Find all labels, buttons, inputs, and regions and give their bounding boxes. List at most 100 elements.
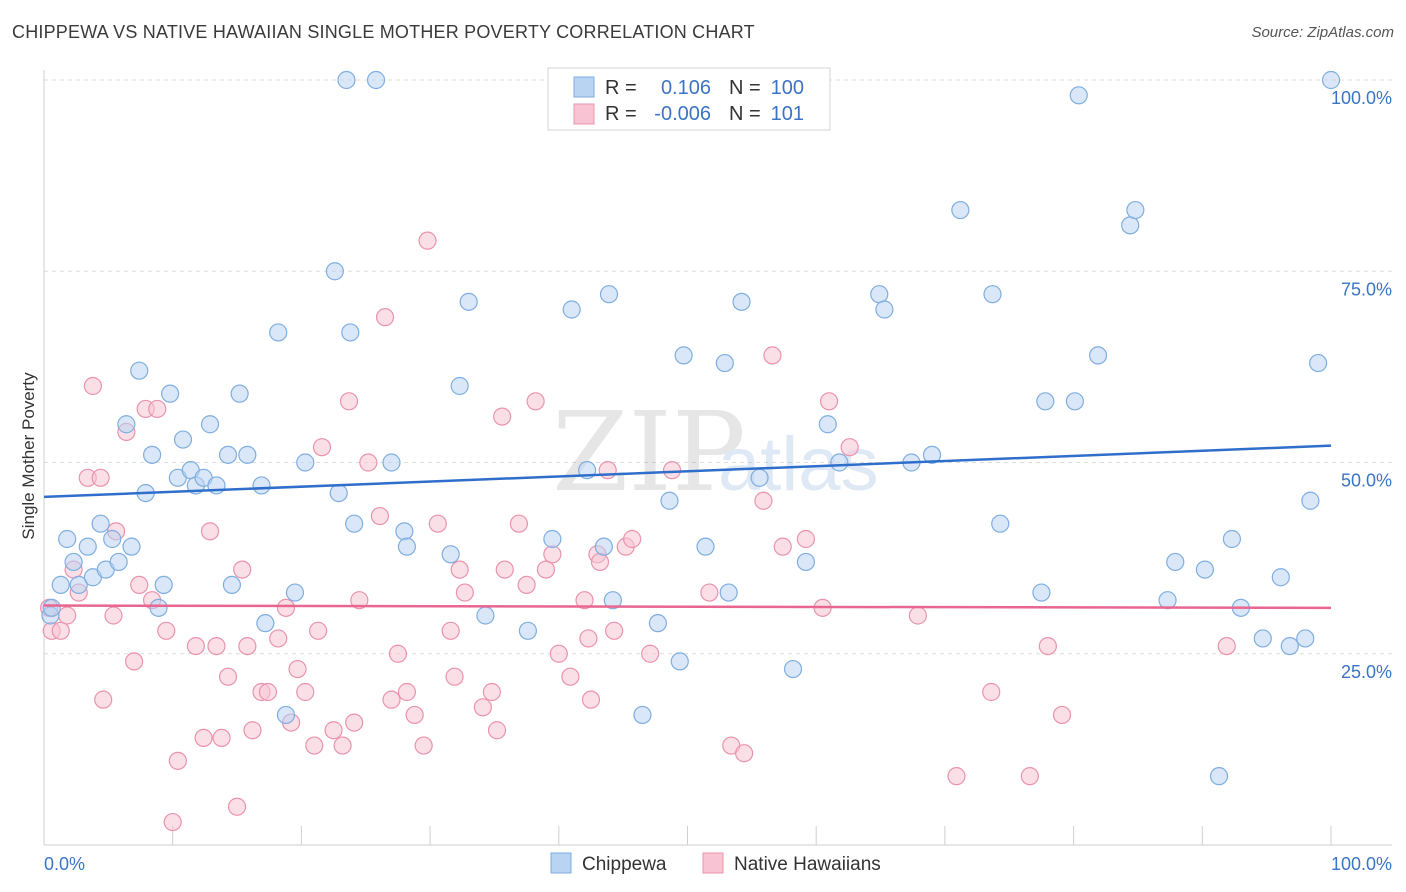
hawaiian-point-33 — [269, 629, 288, 648]
chippewa-point-8 — [91, 514, 110, 533]
hawaiian-point-98 — [1052, 705, 1072, 725]
chippewa-point-1 — [42, 598, 61, 617]
hawaiian-point-41 — [324, 721, 343, 740]
hawaiian-r-value: -0.006 — [654, 103, 711, 125]
chippewa-point-83 — [1088, 346, 1108, 365]
hawaiian-point-70 — [549, 644, 568, 663]
chippewa-n-value: 100 — [771, 77, 804, 99]
watermark-zip: ZIP — [552, 388, 746, 516]
hawaiian-point-45 — [350, 591, 369, 610]
hawaiian-series-label: Native Hawaiians — [734, 854, 881, 875]
chippewa-point-5 — [69, 575, 88, 595]
chippewa-point-29 — [230, 384, 249, 403]
chippewa-series-swatch — [550, 852, 572, 874]
hawaiian-point-67 — [526, 392, 545, 411]
axes — [43, 70, 1392, 846]
chippewa-trend-line — [43, 444, 1332, 499]
x-tick-label-max: 100.0% — [1331, 854, 1392, 874]
hawaiian-point-9 — [94, 690, 113, 709]
hawaiian-point-14 — [130, 575, 149, 595]
chippewa-point-54 — [594, 537, 613, 556]
chippewa-point-62 — [674, 346, 693, 365]
chippewa-point-90 — [1222, 529, 1242, 549]
chippewa-r-label: R = — [605, 77, 637, 99]
x-tick-label-min: 0.0% — [44, 854, 85, 874]
hawaiian-point-27 — [227, 797, 247, 816]
source-label: Source: ZipAtlas.com — [1251, 24, 1394, 41]
hawaiian-point-40 — [312, 438, 332, 457]
chippewa-point-34 — [276, 705, 296, 725]
series-legend: Chippewa Native Hawaiians — [550, 852, 881, 875]
chippewa-point-76 — [951, 200, 970, 220]
hawaiian-point-21 — [186, 636, 205, 656]
chippewa-point-33 — [269, 323, 288, 342]
chippewa-point-52 — [562, 300, 581, 319]
hawaiian-point-39 — [309, 621, 328, 640]
chippewa-point-48 — [459, 292, 478, 311]
chippewa-point-42 — [366, 70, 386, 90]
hawaiian-point-93 — [908, 606, 927, 625]
chippewa-point-17 — [149, 598, 168, 617]
chippewa-point-16 — [143, 445, 162, 464]
hawaiian-point-94 — [947, 767, 966, 786]
chippewa-point-81 — [1065, 392, 1084, 411]
hawaiian-point-71 — [561, 667, 580, 686]
hawaiian-point-29 — [238, 636, 257, 656]
hawaiian-point-77 — [598, 461, 617, 480]
hawaiian-point-65 — [509, 514, 529, 533]
chippewa-point-68 — [783, 659, 803, 679]
hawaiian-point-26 — [218, 667, 238, 686]
hawaiian-point-97 — [1038, 636, 1057, 656]
y-tick-label-25: 25.0% — [1341, 662, 1392, 682]
hawaiian-series-swatch — [702, 852, 724, 874]
hawaiian-point-81 — [641, 644, 660, 663]
chippewa-point-89 — [1209, 767, 1229, 786]
y-axis-label: Single Mother Poverty — [19, 372, 38, 540]
chippewa-point-86 — [1158, 591, 1177, 610]
hawaiian-point-82 — [662, 461, 682, 480]
hawaiian-point-49 — [382, 690, 401, 709]
chippewa-point-45 — [397, 537, 417, 556]
native-hawaiians-points — [40, 231, 1236, 832]
hawaiian-point-20 — [168, 751, 187, 770]
chippewa-point-21 — [173, 430, 193, 449]
chippewa-point-39 — [337, 70, 356, 90]
chippewa-point-95 — [1296, 629, 1315, 648]
hawaiian-point-58 — [450, 560, 469, 579]
hawaiian-point-73 — [579, 629, 598, 648]
y-tick-label-50: 50.0% — [1341, 471, 1392, 491]
hawaiian-point-66 — [517, 575, 536, 595]
chippewa-point-82 — [1069, 86, 1088, 105]
chippewa-point-41 — [345, 514, 364, 533]
hawaiian-point-22 — [194, 728, 213, 748]
grid-lines — [44, 79, 1392, 655]
chippewa-point-59 — [648, 614, 667, 633]
y-tick-label-75: 75.0% — [1341, 279, 1392, 299]
chippewa-point-84 — [1121, 216, 1140, 235]
chippewa-point-32 — [256, 614, 275, 633]
chippewa-point-78 — [991, 514, 1010, 533]
chippewa-point-98 — [1321, 70, 1341, 90]
hawaiian-point-99 — [1217, 636, 1236, 656]
hawaiian-point-91 — [819, 392, 839, 411]
chippewa-point-12 — [117, 415, 136, 434]
chippewa-point-94 — [1280, 636, 1299, 656]
chippewa-point-64 — [715, 353, 734, 373]
hawaiian-point-95 — [982, 682, 1001, 702]
hawaiian-point-30 — [243, 721, 262, 740]
chippewa-point-43 — [382, 453, 401, 472]
hawaiian-point-69 — [543, 545, 562, 564]
chippewa-point-80 — [1036, 392, 1055, 411]
hawaiian-legend-swatch — [573, 103, 595, 125]
hawaiian-point-76 — [590, 552, 610, 572]
hawaiian-point-8 — [91, 468, 110, 487]
hawaiian-r-label: R = — [605, 103, 637, 125]
chippewa-point-88 — [1195, 560, 1214, 579]
hawaiian-point-34 — [276, 598, 296, 617]
chippewa-n-label: N = — [729, 77, 761, 99]
hawaiian-point-25 — [212, 728, 231, 748]
hawaiian-point-56 — [441, 621, 460, 640]
chippewa-point-93 — [1271, 568, 1290, 587]
chippewa-point-77 — [983, 285, 1002, 304]
chippewa-point-14 — [130, 361, 149, 380]
